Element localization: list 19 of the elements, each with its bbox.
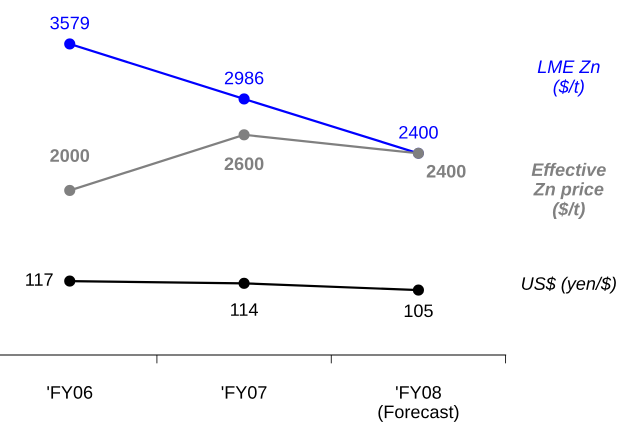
data-label: 114	[231, 303, 258, 316]
x-tick-label: 'FY07	[222, 386, 266, 399]
point	[238, 129, 250, 140]
data-label: 2986	[224, 72, 264, 84]
point	[64, 184, 76, 196]
data-label: 2400	[399, 126, 438, 139]
x-tick-label: 'FY08 (Forecast)	[378, 386, 458, 422]
point	[64, 38, 76, 50]
data-label: 3579	[50, 16, 89, 30]
text: US$ (yen/$)	[522, 276, 616, 294]
data-label: 2000	[50, 149, 90, 162]
text: LME Zn ($/t)	[538, 60, 600, 96]
point	[238, 93, 250, 105]
text: Effective Zn price ($/t)	[532, 162, 606, 219]
x-tick-label: 'FY06	[47, 386, 92, 399]
data-label: 117	[26, 273, 53, 286]
data-label: 2400	[426, 164, 466, 178]
data-label: 105	[404, 304, 433, 318]
data-label: 2600	[224, 157, 264, 170]
